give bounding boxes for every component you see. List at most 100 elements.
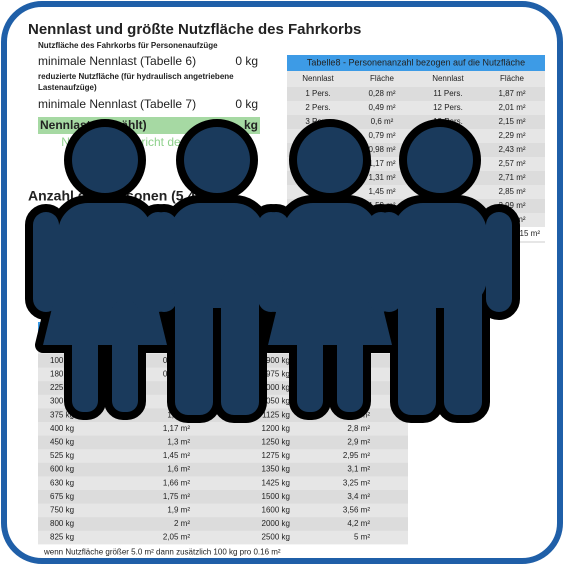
label: 2,8 m² <box>347 424 370 433</box>
row-band <box>287 87 545 101</box>
label: Nennlast <box>432 74 464 83</box>
label: 600 kg <box>50 465 74 474</box>
person-shape <box>337 300 363 412</box>
person-shape <box>258 212 284 312</box>
row-band <box>38 435 408 450</box>
label: 2,01 m² <box>498 103 525 112</box>
label: Fläche <box>500 74 525 83</box>
label: 825 kg <box>50 533 74 542</box>
label: 900 kg <box>266 356 290 365</box>
label: 3,56 m² <box>343 506 370 515</box>
person-shape <box>398 270 436 415</box>
label: 3,4 m² <box>347 492 370 501</box>
table-header <box>287 55 545 71</box>
label: 1,17 m² <box>163 424 190 433</box>
label: 1,45 m² <box>163 451 190 460</box>
label: 3,1 m² <box>347 465 370 474</box>
label: 2,29 m² <box>498 131 525 140</box>
label: 2,43 m² <box>498 145 525 154</box>
person-shape <box>221 270 259 415</box>
label: 0,49 m² <box>368 103 395 112</box>
label: 1,66 m² <box>163 478 190 487</box>
person-shape <box>297 127 363 193</box>
person-shape <box>72 127 138 193</box>
person-shape <box>145 212 171 312</box>
label: 2500 kg <box>262 533 290 542</box>
label: 0,28 m² <box>368 89 395 98</box>
label: 0.115 m² <box>509 229 540 238</box>
label: 2,05 m² <box>163 533 190 542</box>
label: reduzierte Nutzfläche (für hydraulisch a… <box>38 72 234 81</box>
label: 375 kg <box>50 410 74 419</box>
label: kg <box>244 118 258 132</box>
label: 1,3 m² <box>167 438 190 447</box>
row-band <box>38 462 408 477</box>
label: 1,31 m² <box>368 173 395 182</box>
label: 180 kg <box>50 370 74 379</box>
label: 1,45 m² <box>368 187 395 196</box>
label: 2,15 m² <box>498 117 525 126</box>
label: 2,9 m² <box>347 438 370 447</box>
person-shape <box>184 127 250 193</box>
label: 1,6 m² <box>167 465 190 474</box>
label: 800 kg <box>50 519 74 528</box>
label: Fläche <box>370 74 395 83</box>
label: 0,79 m² <box>368 131 395 140</box>
label: 0,6 m² <box>371 117 394 126</box>
label: 12 Pers. <box>433 103 463 112</box>
person-shape <box>407 127 473 193</box>
label: 525 kg <box>50 451 74 460</box>
person-shape <box>112 300 138 412</box>
label: 3,25 m² <box>343 478 370 487</box>
label: 11 Pers. <box>433 89 462 98</box>
label: 2,95 m² <box>343 451 370 460</box>
label: 1,75 m² <box>163 492 190 501</box>
label: 2,85 m² <box>498 187 525 196</box>
label: 1350 kg <box>262 465 290 474</box>
label: 0,98 m² <box>368 145 395 154</box>
label: 1 Pers. <box>305 89 330 98</box>
label: 450 kg <box>50 438 74 447</box>
label: 1,9 m² <box>167 506 190 515</box>
person-shape <box>175 270 213 415</box>
person-shape <box>33 212 59 312</box>
person-shape <box>368 212 394 312</box>
title: Nennlast und größte Nutzfläche des Fahrk… <box>28 21 361 38</box>
label: 630 kg <box>50 478 74 487</box>
label: 5 m² <box>354 533 370 542</box>
label: 300 kg <box>50 397 74 406</box>
person-shape <box>72 300 98 412</box>
label: 1425 kg <box>262 478 290 487</box>
label: 100 kg <box>50 356 74 365</box>
people-icon <box>25 119 520 423</box>
label: 1200 kg <box>262 424 290 433</box>
label: 2 m² <box>174 519 190 528</box>
label: 1000 kg <box>262 383 290 392</box>
label: 975 kg <box>266 370 290 379</box>
label: Tabelle8 - Personenanzahl bezogen auf di… <box>307 57 525 67</box>
label: wenn Nutzfläche größer 5.0 m² dann zusät… <box>43 548 281 557</box>
label: 1,17 m² <box>368 159 395 168</box>
person-shape <box>297 300 323 412</box>
label: Lastenaufzüge) <box>38 83 97 92</box>
label: minimale Nennlast (Tabelle 6) <box>38 54 196 68</box>
label: 0 kg <box>235 97 258 111</box>
table-footer <box>38 544 408 561</box>
label: 2000 kg <box>262 519 290 528</box>
label: 1125 kg <box>262 410 290 419</box>
label: Nennlast <box>302 74 334 83</box>
person-shape <box>444 270 482 415</box>
label: 675 kg <box>50 492 74 501</box>
row-band <box>38 490 408 504</box>
label: 1275 kg <box>262 451 290 460</box>
label: 1500 kg <box>262 492 290 501</box>
label: 750 kg <box>50 506 74 515</box>
label: 1,87 m² <box>498 89 525 98</box>
label: 0 kg <box>235 54 258 68</box>
label: 2,57 m² <box>498 159 525 168</box>
label: 1250 kg <box>262 438 290 447</box>
label: 2,71 m² <box>498 173 525 182</box>
label: 400 kg <box>50 424 74 433</box>
